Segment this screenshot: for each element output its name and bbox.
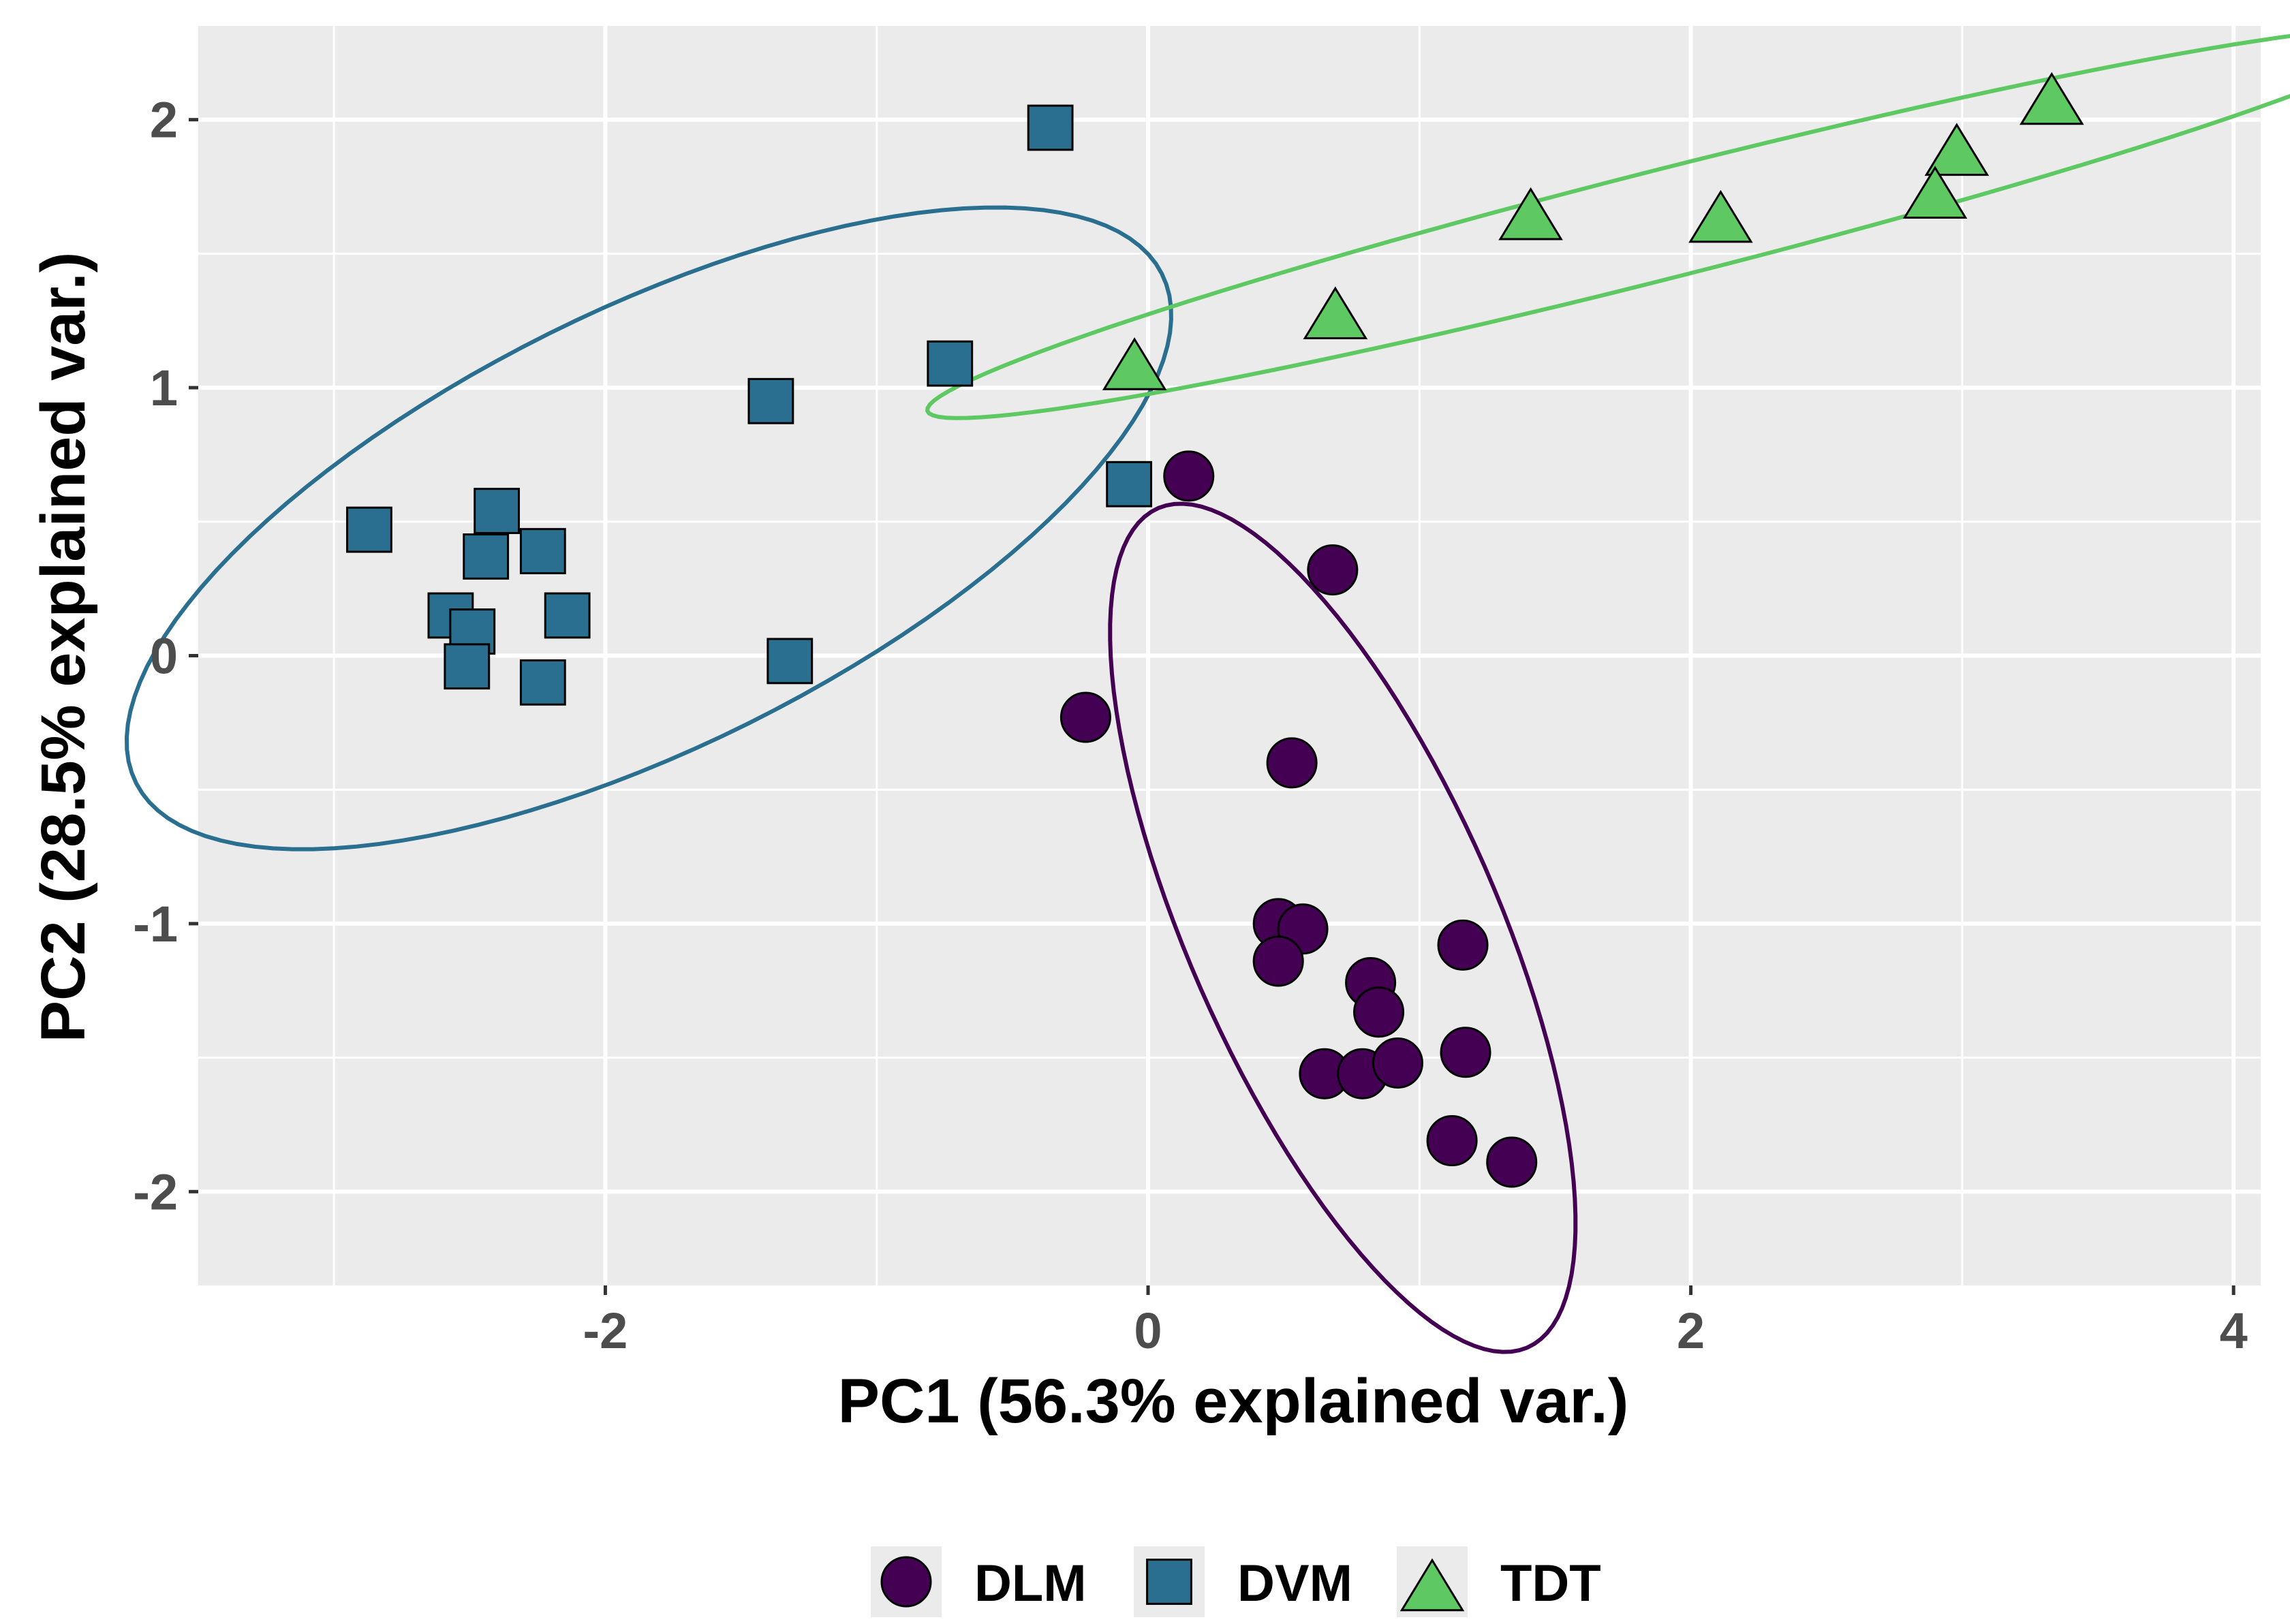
y-tick-label: -1 xyxy=(133,896,178,952)
data-point-dlm xyxy=(1252,935,1304,987)
x-tick-label: 4 xyxy=(2220,1302,2248,1359)
ellipse-dvm xyxy=(124,205,1173,852)
ellipse-tdt xyxy=(925,33,2290,420)
series-dvm xyxy=(346,104,1153,706)
legend-item-dvm: DVM xyxy=(1134,1546,1352,1617)
y-tick-label: 1 xyxy=(150,360,178,416)
data-point-tdt xyxy=(1498,187,1563,240)
x-tick-label: -2 xyxy=(583,1302,628,1359)
data-point-dlm xyxy=(1440,1027,1491,1078)
data-point-dvm xyxy=(1106,460,1153,507)
legend-key-tdt xyxy=(1399,1558,1465,1612)
data-point-dvm xyxy=(474,488,521,534)
data-point-tdt xyxy=(1688,189,1753,243)
x-tick-label: 0 xyxy=(1134,1302,1162,1359)
data-point-dlm xyxy=(1486,1136,1538,1188)
legend-item-tdt: TDT xyxy=(1397,1546,1601,1617)
legend-key-dlm xyxy=(880,1556,932,1608)
legend-item-dlm: DLM xyxy=(871,1546,1087,1617)
legend-label-tdt: TDT xyxy=(1500,1555,1601,1612)
data-point-dlm xyxy=(1437,919,1489,971)
legend-label-dlm: DLM xyxy=(974,1555,1087,1612)
data-point-dvm xyxy=(927,340,974,387)
data-point-tdt xyxy=(1303,286,1368,339)
major-gridlines xyxy=(198,26,2261,1285)
axes: -2 0 2 4 -2 -1 0 1 2 xyxy=(133,92,2248,1359)
y-tick-label: 2 xyxy=(150,92,178,149)
x-tick-label: 2 xyxy=(1677,1302,1705,1359)
data-point-dlm xyxy=(1307,544,1359,596)
data-point-dlm xyxy=(1266,737,1318,789)
data-point-dvm xyxy=(346,506,392,553)
data-point-tdt xyxy=(2020,72,2084,125)
legend-key-dvm xyxy=(1146,1559,1192,1605)
confidence-ellipses xyxy=(124,33,2290,1354)
data-points xyxy=(346,72,2084,1188)
series-dlm xyxy=(1059,450,1538,1188)
data-point-dvm xyxy=(544,592,591,639)
data-point-dvm xyxy=(463,533,510,580)
y-axis-title: PC2 (28.5% explained var.) xyxy=(29,252,98,1043)
data-point-dvm xyxy=(767,638,814,685)
x-axis-title: PC1 (56.3% explained var.) xyxy=(838,1367,1629,1436)
data-point-dlm xyxy=(1372,1037,1423,1089)
data-point-dvm xyxy=(444,643,491,690)
data-point-dlm xyxy=(1059,691,1111,743)
data-point-dvm xyxy=(747,377,794,424)
data-point-tdt xyxy=(1102,337,1167,390)
y-tick-label: -2 xyxy=(133,1164,178,1220)
data-point-dvm xyxy=(519,528,566,574)
data-point-dlm xyxy=(1163,450,1215,502)
y-tick-label: 0 xyxy=(150,628,178,685)
ellipse-dlm xyxy=(1108,501,1578,1354)
data-point-tdt xyxy=(1902,166,1968,219)
data-point-tdt xyxy=(1924,123,1990,176)
data-point-dlm xyxy=(1426,1115,1478,1167)
legend: DLM DVM TDT xyxy=(871,1546,1601,1617)
series-tdt xyxy=(1102,72,2084,390)
data-point-dlm xyxy=(1353,986,1405,1038)
data-point-dvm xyxy=(519,659,566,706)
legend-label-dvm: DVM xyxy=(1237,1555,1352,1612)
data-point-dvm xyxy=(1027,104,1074,151)
